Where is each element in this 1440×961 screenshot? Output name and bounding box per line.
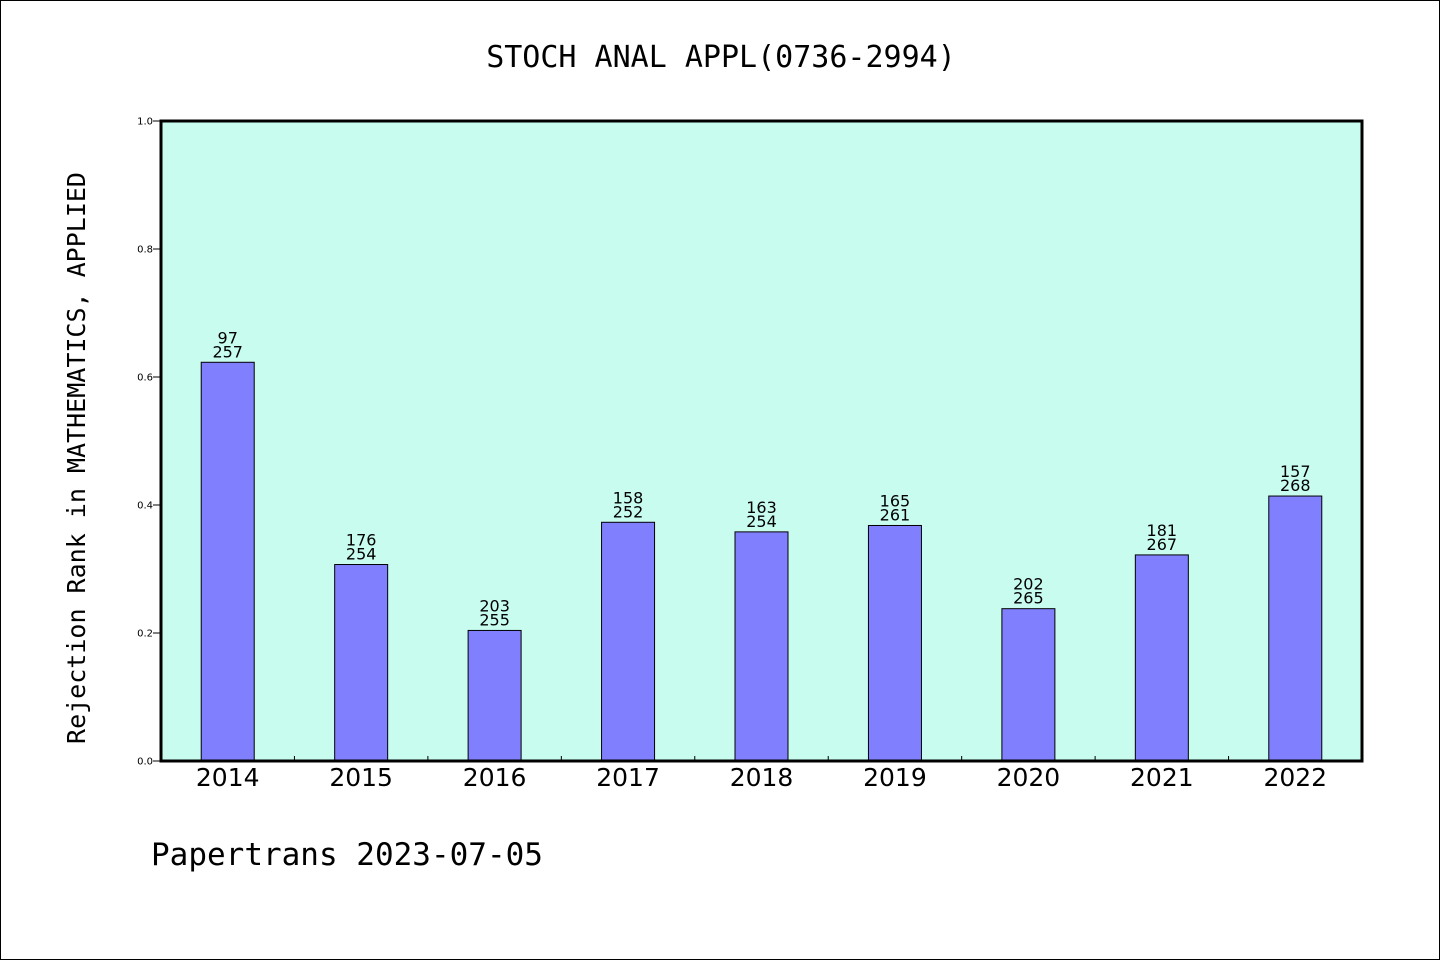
x-tick-label: 2021: [1130, 763, 1194, 792]
x-tick-label: 2019: [863, 763, 927, 792]
y-tick-label: 0.0: [137, 757, 153, 768]
bar-2014: [200, 361, 255, 762]
bar-label-top: 97: [218, 328, 238, 347]
footer-text: Papertrans 2023-07-05: [151, 837, 543, 873]
bar-label-bottom: 268: [1280, 476, 1311, 495]
x-tick-label: 2022: [1263, 763, 1327, 792]
bar-label-top: 163: [746, 498, 777, 517]
y-tick-label: 0.4: [137, 501, 153, 512]
y-tick-label: 0.8: [137, 245, 153, 256]
bar-2016: [467, 629, 522, 762]
x-tick-label: 2020: [997, 763, 1061, 792]
bar-label-top: 203: [479, 596, 510, 615]
bar-2017: [601, 521, 656, 762]
bar-2022: [1268, 495, 1323, 762]
bar-label-top: 158: [613, 488, 644, 507]
bar-2018: [734, 531, 789, 762]
chart-title: STOCH ANAL APPL(0736-2994): [486, 40, 956, 75]
bar-label-bottom: 267: [1147, 535, 1178, 554]
y-tick-label: 0.2: [137, 629, 153, 640]
plot-border: [159, 119, 1364, 763]
bar-label-top: 202: [1013, 575, 1044, 594]
bar-label-bottom: 252: [613, 502, 644, 521]
bar-label-top: 157: [1280, 462, 1311, 481]
x-tick-label: 2015: [329, 763, 393, 792]
y-axis-ticks: 0.0 0.2 0.4 0.6 0.8 1.0: [137, 117, 161, 768]
y-tick-label: 1.0: [137, 117, 153, 128]
bar-label-bottom: 254: [746, 512, 777, 531]
x-axis-ticks: 2014 2015 2016 2017 2018 2019 2020 2021 2022: [196, 756, 1327, 792]
bar-label-top: 176: [346, 531, 377, 550]
bar-label-bottom: 257: [212, 342, 243, 361]
bar-2020: [1001, 608, 1056, 762]
bar-label-bottom: 261: [880, 505, 911, 524]
x-tick-label: 2016: [463, 763, 527, 792]
bar-2015: [334, 564, 389, 762]
bar-label-top: 181: [1147, 521, 1178, 540]
bar-label-top: 165: [880, 491, 911, 510]
bar-label-bottom: 265: [1013, 589, 1044, 608]
y-axis-label: Rejection Rank in MATHEMATICS, APPLIED: [62, 172, 91, 744]
x-tick-label: 2014: [196, 763, 260, 792]
y-tick-label: 0.6: [137, 373, 153, 384]
bar-2019: [867, 524, 922, 762]
bar-label-bottom: 255: [479, 610, 510, 629]
bar-label-bottom: 254: [346, 545, 377, 564]
x-tick-label: 2017: [596, 763, 660, 792]
bar-2021: [1134, 554, 1189, 762]
x-tick-label: 2018: [730, 763, 794, 792]
